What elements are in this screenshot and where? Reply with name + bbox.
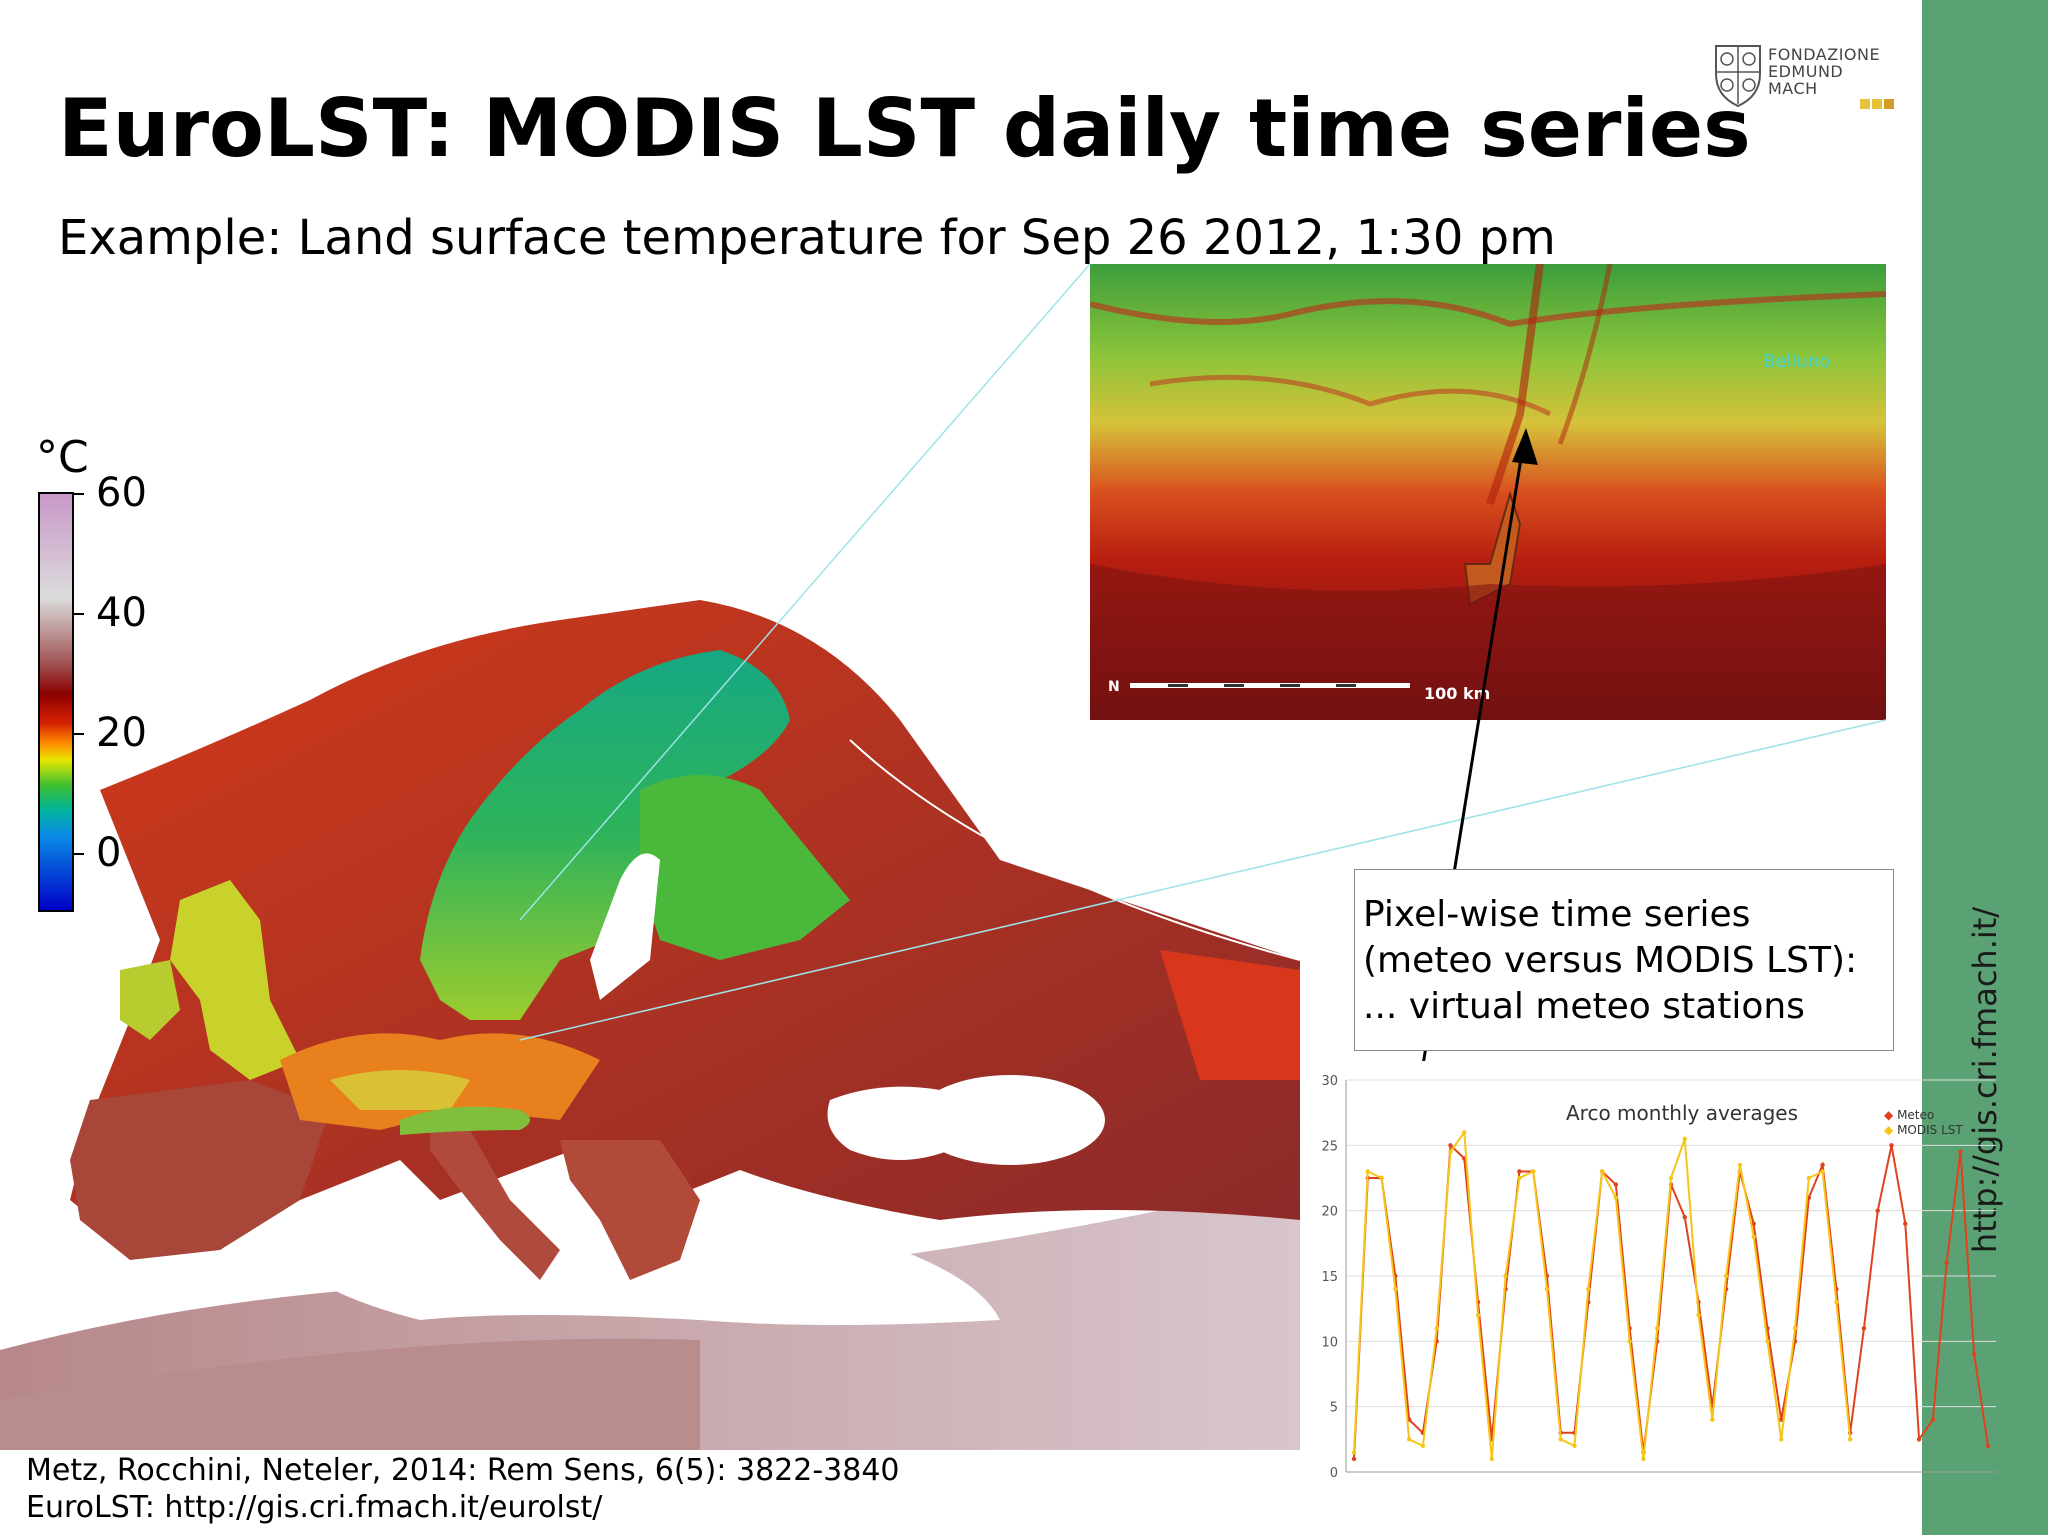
- logo-square: [1860, 99, 1870, 109]
- chart-legend-meteo: ◆ Meteo: [1884, 1108, 1934, 1122]
- legend-tick-label: 40: [96, 590, 147, 636]
- legend-unit: °C: [36, 432, 89, 483]
- chart-panel: [1300, 1061, 1922, 1535]
- legend-tick-label: 60: [96, 470, 147, 516]
- logo-square: [1872, 99, 1882, 109]
- legend-tick: [74, 733, 84, 735]
- legend-label: Meteo: [1897, 1108, 1935, 1122]
- legend-marker-icon: ◆: [1884, 1123, 1894, 1137]
- inset-zoom-map: N: [1090, 264, 1886, 720]
- legend-label: MODIS LST: [1897, 1123, 1963, 1137]
- scale-bar: N: [1108, 679, 1410, 695]
- logo-square: [1884, 99, 1894, 109]
- logo-line: EDMUND: [1768, 62, 1844, 81]
- page-title: EuroLST: MODIS LST daily time series: [58, 82, 1751, 175]
- callout-line: ... virtual meteo stations: [1363, 986, 1805, 1027]
- institution-logo: FONDAZIONE EDMUND MACH: [1712, 40, 1912, 110]
- legend-tick: [74, 613, 84, 615]
- chart-legend-modis: ◆ MODIS LST: [1884, 1123, 1963, 1137]
- legend-marker-icon: ◆: [1884, 1108, 1894, 1122]
- inset-city-label: Belluno: [1763, 351, 1831, 372]
- scale-bar-label: 100 km: [1424, 684, 1491, 703]
- crest-icon: [1715, 45, 1761, 108]
- page-subtitle: Example: Land surface temperature for Se…: [58, 210, 1556, 266]
- legend-tick-label: 0: [96, 830, 122, 876]
- logo-line: MACH: [1768, 79, 1818, 98]
- chart-title: Arco monthly averages: [1566, 1101, 1799, 1125]
- sidebar-band: [1922, 0, 2048, 1535]
- color-scale-bar: [38, 492, 74, 912]
- svg-text:N: N: [1108, 679, 1120, 695]
- side-url: http://gis.cri.fmach.it/: [1966, 906, 2004, 1254]
- citation-url: EuroLST: http://gis.cri.fmach.it/eurolst…: [26, 1490, 603, 1525]
- callout-line: Pixel-wise time series: [1363, 894, 1751, 935]
- legend-tick-label: 20: [96, 710, 147, 756]
- logo-line: FONDAZIONE: [1768, 45, 1881, 64]
- legend-tick: [74, 493, 84, 495]
- citation-paper: Metz, Rocchini, Neteler, 2014: Rem Sens,…: [26, 1453, 900, 1488]
- logo-wordmark: FONDAZIONE EDMUND MACH: [1768, 46, 1894, 109]
- callout-box: Pixel-wise time series (meteo versus MOD…: [1354, 869, 1894, 1051]
- legend-tick: [74, 853, 84, 855]
- logo-accent-squares: [1860, 99, 1894, 109]
- callout-line: (meteo versus MODIS LST):: [1363, 940, 1858, 981]
